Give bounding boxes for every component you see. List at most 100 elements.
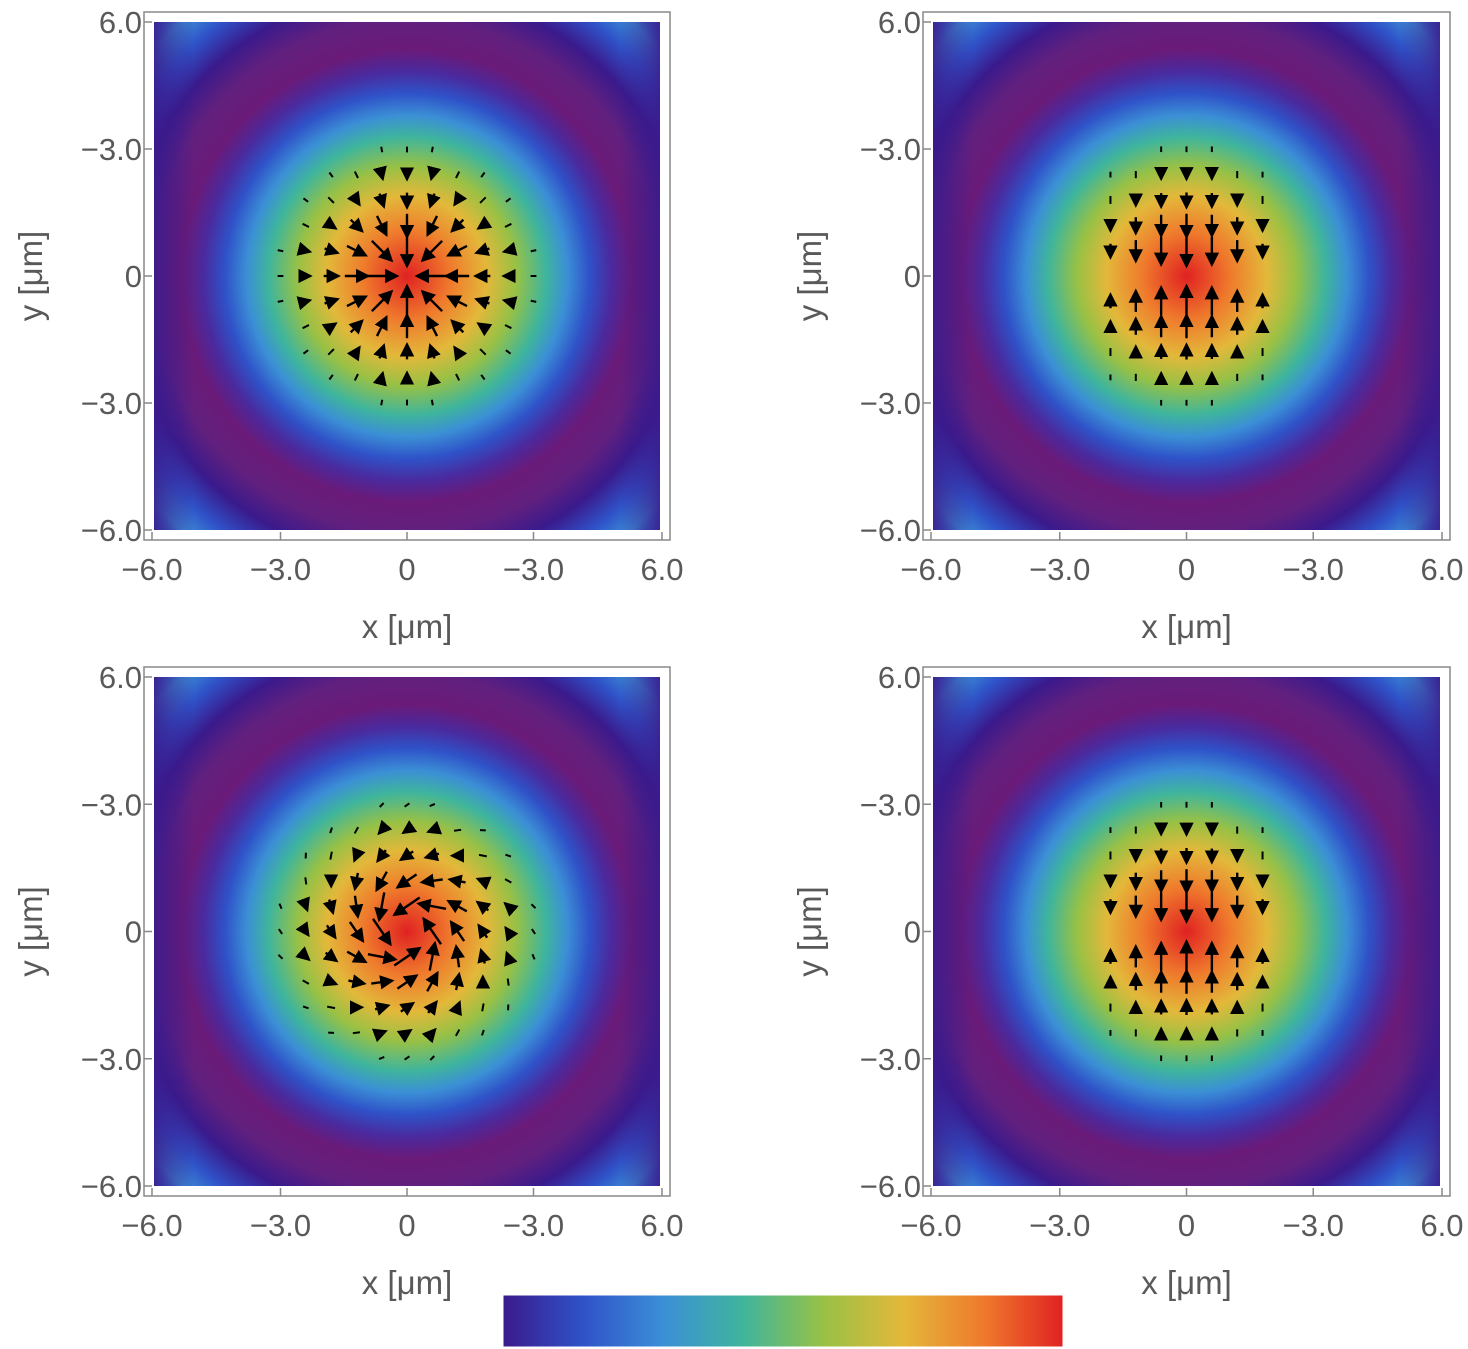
field-arrow xyxy=(296,241,313,256)
field-arrow xyxy=(447,874,466,889)
field-arrow xyxy=(505,197,512,203)
x-tick-label: −6.0 xyxy=(121,552,182,587)
field-arrow xyxy=(531,953,536,960)
field-arrow xyxy=(426,820,443,835)
field-arrow xyxy=(371,1028,388,1043)
field-arrow xyxy=(348,974,367,989)
field-arrow xyxy=(531,928,536,935)
field-arrow xyxy=(430,399,434,406)
vector-field xyxy=(277,802,537,1061)
field-arrow xyxy=(427,192,441,209)
y-axis-title: y [μm] xyxy=(791,886,828,977)
field-arrow xyxy=(372,918,392,947)
field-arrow xyxy=(302,197,309,203)
x-tick-label: 6.0 xyxy=(1420,552,1463,587)
field-arrow xyxy=(329,851,333,860)
y-tick-label: −3.0 xyxy=(81,787,142,822)
x-axis-title: x [μm] xyxy=(362,608,453,645)
field-arrow xyxy=(348,217,364,233)
field-arrow xyxy=(277,954,284,960)
field-arrow xyxy=(322,972,339,987)
x-tick-label: −3.0 xyxy=(1283,552,1344,587)
field-arrow xyxy=(302,1005,309,1010)
field-arrow xyxy=(350,872,365,892)
field-arrow xyxy=(455,373,461,381)
x-tick-label: 0 xyxy=(1178,1208,1195,1243)
y-tick-label: −6.0 xyxy=(81,1169,142,1204)
field-arrow xyxy=(481,1003,485,1012)
field-arrow xyxy=(479,196,487,204)
field-arrow xyxy=(429,1055,435,1061)
vector-field xyxy=(277,146,537,406)
field-arrow xyxy=(302,222,310,228)
field-arrow xyxy=(429,802,436,808)
field-arrow xyxy=(450,943,465,968)
field-arrow xyxy=(423,1000,438,1016)
field-arrow xyxy=(327,196,335,204)
field-arrow xyxy=(322,947,339,963)
field-arrow xyxy=(421,1027,437,1044)
field-arrow xyxy=(321,322,338,337)
field-arrow xyxy=(399,1001,416,1016)
field-arrow xyxy=(422,916,442,945)
field-arrow xyxy=(378,1055,385,1061)
field-arrow xyxy=(454,1029,461,1037)
y-tick-label: −6.0 xyxy=(860,1169,921,1204)
field-arrow xyxy=(478,853,487,858)
x-axis-title: x [μm] xyxy=(362,1264,453,1301)
panel-vertical-3: −6.0 −3.0 0 −3.0 6.0 6.0 −3.0 0 −3.0 −6.0 x [μm] y … xyxy=(791,660,1464,1301)
field-arrow xyxy=(530,903,537,909)
field-arrow xyxy=(328,374,334,381)
field-arrow xyxy=(296,896,310,913)
field-arrow xyxy=(377,819,393,836)
field-arrow xyxy=(530,299,537,303)
field-arrow xyxy=(348,921,365,944)
field-arrow xyxy=(346,345,361,362)
field-arrow xyxy=(277,299,284,303)
field-arrow xyxy=(374,1001,391,1016)
y-tick-label: −6.0 xyxy=(81,513,142,548)
field-arrow xyxy=(506,978,510,986)
field-arrow xyxy=(328,171,334,178)
field-arrow xyxy=(504,878,512,884)
field-arrow xyxy=(423,847,440,862)
field-arrow xyxy=(295,946,311,962)
y-tick-label: 6.0 xyxy=(878,5,921,40)
x-axis-title: x [μm] xyxy=(1141,1264,1232,1301)
field-arrow xyxy=(374,215,388,237)
x-tick-label: −3.0 xyxy=(250,1208,311,1243)
y-tick-label: −3.0 xyxy=(860,1042,921,1077)
field-arrow xyxy=(327,1005,336,1010)
field-arrow xyxy=(426,315,440,337)
field-arrow xyxy=(404,802,410,808)
field-arrow xyxy=(446,243,468,257)
x-tick-label: −3.0 xyxy=(250,552,311,587)
field-arrow xyxy=(501,296,518,311)
field-arrow xyxy=(372,370,387,387)
field-arrow xyxy=(375,871,389,893)
field-arrow xyxy=(474,242,491,256)
x-axis-title: x [μm] xyxy=(1141,608,1232,645)
field-arrow xyxy=(446,899,468,914)
field-arrow xyxy=(475,876,492,891)
x-tick-label: 0 xyxy=(1178,552,1195,587)
x-tick-label: 6.0 xyxy=(1420,1208,1463,1243)
field-arrow xyxy=(353,826,360,834)
field-arrow xyxy=(323,296,340,310)
field-arrow xyxy=(346,243,368,257)
y-tick-label: −3.0 xyxy=(81,1042,142,1077)
field-arrow xyxy=(501,241,518,256)
field-arrow xyxy=(380,146,384,153)
field-arrow xyxy=(392,896,421,917)
field-arrow xyxy=(380,399,384,406)
field-arrow xyxy=(295,921,310,938)
field-arrow xyxy=(426,215,440,237)
field-arrow xyxy=(352,1031,361,1035)
field-arrow xyxy=(374,315,388,337)
y-tick-label: 0 xyxy=(125,259,142,294)
field-arrow xyxy=(420,239,444,263)
field-arrow xyxy=(481,1029,485,1036)
field-arrow xyxy=(322,899,337,916)
y-tick-label: −3.0 xyxy=(81,386,142,421)
field-arrow xyxy=(374,892,389,923)
